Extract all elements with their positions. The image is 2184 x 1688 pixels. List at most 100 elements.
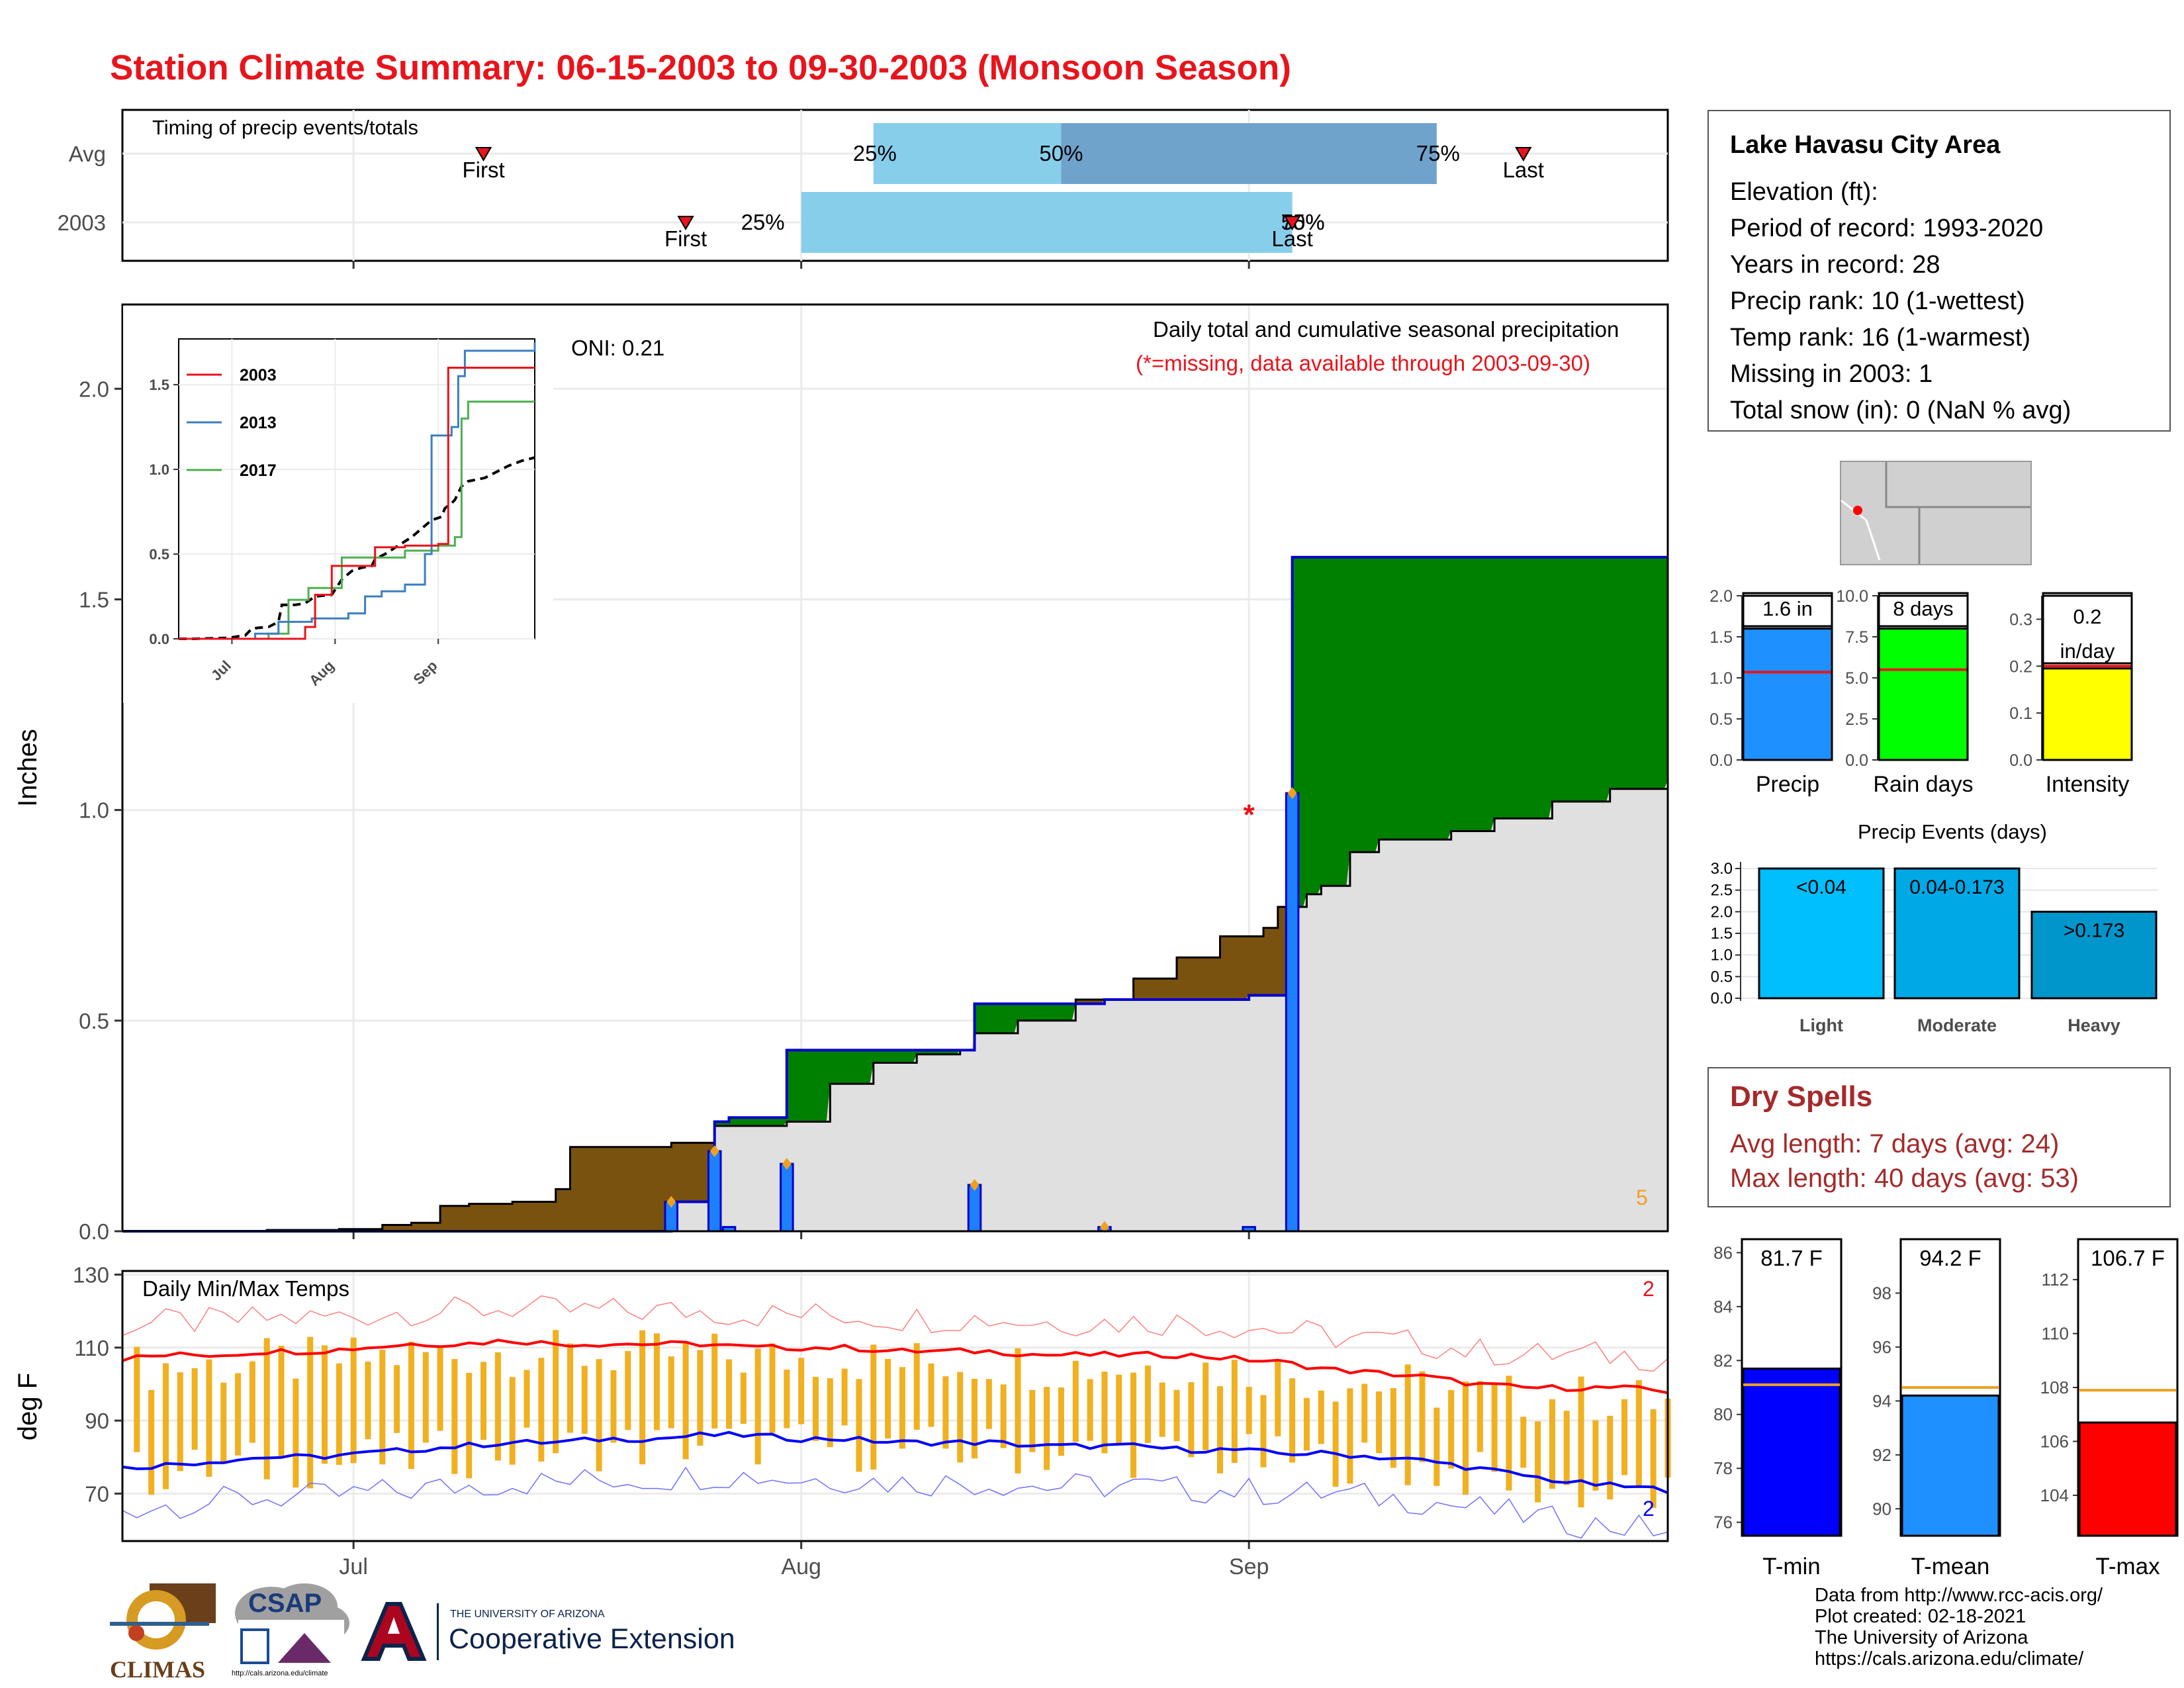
timing-row-label: 2003 (58, 211, 106, 235)
inset-series-line (179, 400, 535, 640)
inset-series-line (179, 342, 536, 640)
xaxis-month-label: Sep (1229, 1554, 1269, 1579)
inset-ytick-label: 1.5 (149, 377, 169, 393)
temp-bar (2078, 1421, 2177, 1537)
temp-daily-range-bar (1044, 1387, 1050, 1470)
footer-line: The University of Arizona (1815, 1627, 2028, 1648)
timing-last-marker (1515, 147, 1532, 162)
temp-daily-range-bar (711, 1333, 718, 1429)
temp-bar-value-label: 106.7 F (2091, 1246, 2165, 1270)
temp-daily-range-bar (856, 1379, 862, 1472)
station-name: Lake Havasu City Area (1730, 131, 2001, 159)
temp-bar (1742, 1367, 1841, 1537)
inset-ytick-label: 1.0 (149, 461, 169, 478)
temp-daily-range-bar (1130, 1372, 1137, 1478)
events-bar-range-label: 0.04-0.173 (1909, 876, 2004, 898)
temp-daily-range-bar (827, 1378, 833, 1448)
mini-bar-chart-precip: 0.0 0.5 1.0 1.5 2.0 1.6 in Precip (1709, 587, 1833, 797)
temp-daily-range-bar (1217, 1386, 1224, 1474)
mini-tick-label: 2.5 (1845, 710, 1868, 729)
temp-bar-tick-label: 104 (2040, 1485, 2069, 1505)
inset-series-line (179, 367, 535, 640)
temp-daily-range-bar (1159, 1382, 1165, 1437)
timing-first-marker (677, 216, 694, 230)
temp-daily-range-bar (1072, 1360, 1079, 1442)
temp-ytick-label: 110 (74, 1336, 109, 1360)
inset-ytick-label: 0.0 (149, 631, 169, 647)
events-bar (2030, 910, 2158, 1000)
temp-daily-range-bar (798, 1358, 805, 1425)
mini-tick-label: 1.5 (1709, 628, 1733, 647)
precip-note: (*=missing, data available through 2003-… (1136, 351, 1590, 375)
mini-tick-label: 2.0 (1709, 587, 1733, 606)
mini-bar (1742, 628, 1833, 761)
oni-label: ONI: 0.21 (571, 336, 664, 360)
mini-tick-label: 0.3 (2009, 610, 2032, 629)
timing-title: Timing of precip events/totals (152, 116, 418, 139)
state-border (1885, 462, 1921, 564)
precip-ytick-label: 0.0 (79, 1219, 109, 1244)
temp-count-bottom: 2 (1643, 1497, 1655, 1521)
ua-a-icon (361, 1602, 427, 1661)
temp-daily-range-bar (1173, 1389, 1180, 1442)
mini-value-label: 1.6 in (1762, 597, 1813, 620)
mini-tick-label: 7.5 (1845, 628, 1868, 647)
temp-daily-range-bar (740, 1372, 747, 1424)
temp-daily-range-bar (1116, 1374, 1122, 1445)
mini-tick-label: 0.1 (2009, 704, 2032, 723)
inset-ytick-label: 0.5 (149, 546, 169, 563)
dry-spells-box: Dry Spells Avg length: 7 days (avg: 24) … (1707, 1067, 2171, 1207)
temp-daily-range-bar (509, 1377, 516, 1465)
mini-frame (1742, 594, 1833, 761)
temp-bar-tick-label: 94 (1872, 1391, 1891, 1411)
temp-bar-tick-label: 86 (1713, 1243, 1733, 1262)
temp-daily-range-bar (1015, 1348, 1021, 1474)
temp-bar (1901, 1394, 2000, 1537)
temp-daily-range-bar (480, 1362, 487, 1440)
station-info-box: Lake Havasu City Area Elevation (ft): Per… (1707, 110, 2171, 432)
precip-ytick-label: 0.5 (79, 1009, 109, 1033)
footer-line: Plot created: 02-18-2021 (1815, 1606, 2026, 1627)
temp-daily-range-bar (350, 1337, 357, 1464)
temp-daily-range-bar (1491, 1383, 1498, 1472)
temp-daily-range-bar (928, 1363, 934, 1427)
locator-map (1840, 461, 2032, 565)
mini-frame (2042, 594, 2133, 761)
mini-value-box (1878, 592, 1969, 628)
precip-ytick-label: 2.0 (79, 377, 109, 401)
temp-daily-range-bar (972, 1378, 978, 1459)
temp-daily-range-bar (1621, 1399, 1628, 1476)
events-category-label: Light (1799, 1015, 1843, 1035)
temp-daily-range-bar (1347, 1388, 1353, 1484)
temp-daily-range-bar (365, 1361, 371, 1440)
tmin-record-line (122, 1466, 1668, 1539)
station-location-marker (1853, 506, 1862, 515)
temp-bar-tick-label: 80 (1713, 1405, 1733, 1425)
mini-tick-label: 0.2 (2009, 657, 2032, 676)
mini-bar-chart-intensity: 0.0 0.1 0.2 0.3 0.2 in/day Intensity (2009, 592, 2133, 797)
xaxis-month-label: Aug (781, 1554, 821, 1579)
temp-bar-tick-label: 110 (2042, 1324, 2069, 1344)
temp-daily-range-bar (1563, 1411, 1570, 1485)
temp-daily-range-bar (1275, 1360, 1281, 1436)
temp-daily-range-bar (726, 1359, 733, 1429)
temp-daily-range-bar (148, 1389, 155, 1495)
temp-bar-value-label: 81.7 F (1760, 1246, 1823, 1270)
csap-text: CSAP (248, 1589, 322, 1618)
temp-bar-tick-label: 92 (1872, 1445, 1891, 1465)
temp-daily-range-bar (1433, 1407, 1440, 1486)
temp-daily-range-bar (134, 1346, 140, 1452)
temp-daily-range-bar (581, 1366, 588, 1434)
tmax-record-line (122, 1295, 1668, 1372)
temp-daily-range-bar (1246, 1387, 1252, 1434)
mini-value-label: 0.2 (2073, 605, 2101, 628)
events-bar-range-label: <0.04 (1796, 876, 1846, 898)
mini-value-box (2042, 592, 2133, 665)
daily-precip-point (666, 1196, 676, 1208)
mini-bar-label: Rain days (1873, 772, 1973, 797)
temp-bar-tick-label: 108 (2040, 1378, 2069, 1397)
temp-daily-range-bar (784, 1370, 790, 1429)
daily-precip-point (709, 1145, 719, 1158)
timing-last-label: Last (1271, 226, 1312, 251)
